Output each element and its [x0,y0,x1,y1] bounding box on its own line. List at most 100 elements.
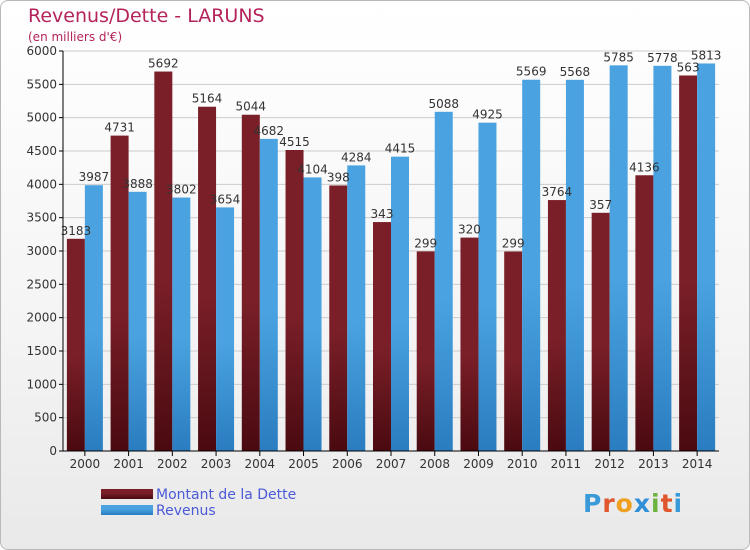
bar-dette [66,238,85,451]
bar-dette [154,71,173,452]
data-label-revenus: 4104 [297,162,328,176]
x-tick-label: 2010 [507,457,538,471]
bar-revenus [303,177,322,451]
y-tick-label: 3500 [26,211,57,225]
data-label-revenus: 5088 [428,97,459,111]
bar-dette [591,212,610,451]
legend-label-revenus: Revenus [156,503,216,519]
x-tick-label: 2008 [419,457,450,471]
proxiti-logo: Proxiti [583,489,683,518]
bar-revenus [653,65,672,452]
data-label-revenus: 3888 [122,177,153,191]
y-tick-label: 1500 [26,344,57,358]
logo-letter: t [660,489,674,518]
x-tick-label: 2014 [682,457,713,471]
y-tick-label: 2000 [26,311,57,325]
bar-revenus [172,197,191,451]
data-label-dette: 563 [677,60,700,74]
legend-swatch-dette [101,489,153,499]
legend-swatch-revenus [101,505,153,515]
bar-revenus [128,191,147,452]
data-label-revenus: 5569 [516,65,547,79]
x-tick-label: 2003 [201,457,232,471]
bar-revenus [347,165,366,451]
data-label-dette: 3764 [542,185,573,199]
y-tick-label: 3000 [26,244,57,258]
logo-letter: i [651,489,661,518]
bar-dette [416,251,435,451]
bar-revenus [565,79,584,452]
bar-revenus [434,111,453,452]
bar-dette [110,135,129,451]
y-tick-label: 2500 [26,277,57,291]
data-label-revenus: 4284 [341,150,372,164]
data-label-revenus: 5778 [647,51,678,65]
data-label-dette: 343 [371,207,394,221]
y-tick-label: 4000 [26,177,57,191]
bar-dette [504,251,523,451]
data-label-revenus: 5568 [560,65,591,79]
legend-item-dette: Montant de la Dette [101,487,361,503]
x-tick-label: 2001 [113,457,144,471]
data-label-dette: 5692 [148,57,179,71]
x-tick-label: 2000 [70,457,101,471]
data-label-dette: 398 [327,170,350,184]
data-label-revenus: 5785 [603,50,634,64]
data-label-dette: 357 [589,198,612,212]
data-label-dette: 5164 [192,92,223,106]
bar-dette [373,222,391,451]
x-tick-label: 2013 [638,457,669,471]
bar-revenus [391,156,409,451]
data-label-revenus: 4415 [385,142,416,156]
data-label-revenus: 5813 [691,48,722,62]
x-tick-label: 2006 [332,457,363,471]
data-label-dette: 299 [502,237,525,251]
bar-dette [547,200,566,451]
y-tick-label: 0 [49,444,57,458]
x-tick-label: 2011 [551,457,582,471]
y-tick-label: 5000 [26,111,57,125]
y-tick-label: 5500 [26,77,57,91]
y-tick-label: 4500 [26,144,57,158]
logo-letter: i [673,489,684,518]
x-tick-label: 2005 [288,457,319,471]
data-label-dette: 4515 [279,135,310,149]
data-label-dette: 5044 [236,100,267,114]
data-label-revenus: 3654 [210,192,241,206]
logo-letter: r [602,489,616,518]
logo-letter: P [583,489,603,518]
data-label-dette: 4136 [629,160,660,174]
legend-item-revenus: Revenus [101,503,361,519]
data-label-revenus: 3802 [166,183,197,197]
bar-dette [285,150,304,451]
bar-revenus [522,79,541,451]
data-label-revenus: 3987 [79,170,110,184]
y-tick-label: 500 [34,411,57,425]
bar-revenus [216,207,235,451]
bar-dette [329,185,348,451]
x-tick-label: 2004 [245,457,276,471]
chart-title: Revenus/Dette - LARUNS [28,5,265,27]
data-label-dette: 299 [414,236,437,250]
chart-subtitle: (en milliers d'€) [28,30,123,44]
data-label-dette: 320 [458,223,481,237]
x-tick-label: 2002 [157,457,188,471]
y-tick-label: 6000 [26,44,57,58]
bar-dette [241,114,260,451]
data-label-revenus: 4925 [472,108,503,122]
x-tick-label: 2009 [463,457,494,471]
bar-dette [679,75,698,451]
data-label-dette: 3183 [61,224,92,238]
bar-revenus [697,63,716,451]
bar-revenus [84,185,103,451]
legend-label-dette: Montant de la Dette [156,487,297,503]
y-tick-label: 1000 [26,377,57,391]
data-label-dette: 4731 [104,121,135,135]
legend: Montant de la Dette Revenus [101,485,361,525]
bar-dette [635,175,654,451]
x-tick-label: 2012 [594,457,625,471]
logo-letter: o [615,489,634,518]
logo-letter: x [633,489,651,518]
